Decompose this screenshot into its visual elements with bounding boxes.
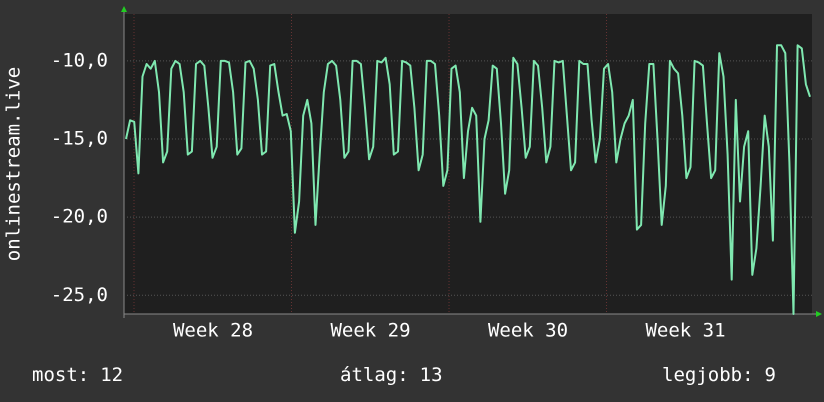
x-tick-label: Week 29 [330, 320, 410, 342]
stat-value: 13 [420, 364, 443, 386]
stat-label: legjobb: [662, 364, 754, 386]
y-tick-label: -20,0 [51, 206, 108, 228]
y-tick-label: -15,0 [51, 128, 108, 150]
stat-value: 12 [100, 364, 123, 386]
x-tick-label: Week 31 [645, 320, 725, 342]
stat: átlag: 13 [340, 364, 443, 386]
y-tick-label: -10,0 [51, 49, 108, 71]
stat: legjobb: 9 [662, 364, 776, 386]
data-line [125, 44, 811, 315]
x-arrow [816, 311, 822, 317]
stat-label: átlag: [340, 364, 409, 386]
stat: most: 12 [32, 364, 123, 386]
y-arrow [121, 6, 127, 12]
stat-value: 9 [765, 364, 776, 386]
x-tick-label: Week 30 [488, 320, 568, 342]
stat-label: most: [32, 364, 89, 386]
y-axis-label: onlinestream.live [3, 67, 25, 261]
x-tick-label: Week 28 [173, 320, 253, 342]
y-tick-label: -25,0 [51, 284, 108, 306]
plot-area [124, 14, 812, 314]
